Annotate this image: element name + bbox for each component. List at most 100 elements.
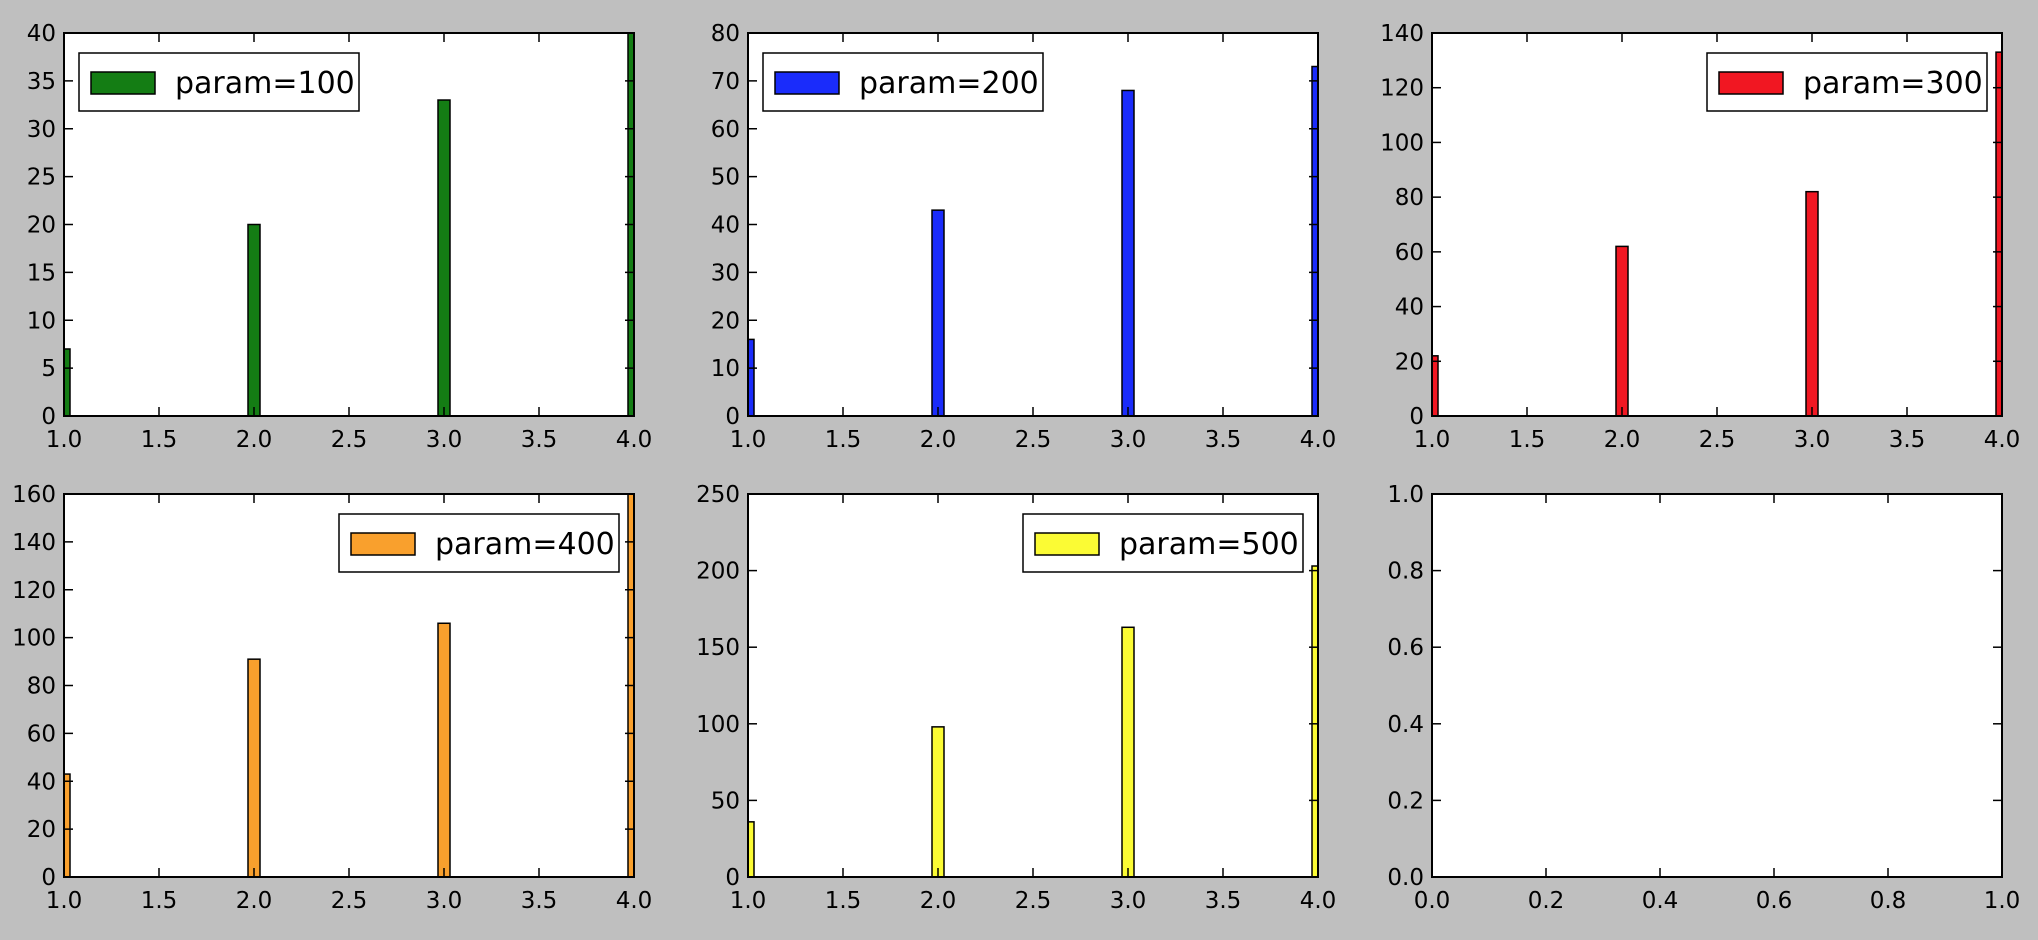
subplot-1: 1.0 1.5 2.0 2.5 3.0 3.5 4.0 0 5 10 15 20 25 30 35 40 par… xyxy=(27,21,653,453)
plot-area xyxy=(1432,494,2002,877)
x-tick-label: 2.0 xyxy=(920,427,957,453)
legend-label: param=100 xyxy=(175,66,355,101)
y-tick-label: 0 xyxy=(41,404,56,430)
subplot-5: 1.0 1.5 2.0 2.5 3.0 3.5 4.0 0 50 100 150 200 250 para… xyxy=(696,482,1336,914)
x-tick-label: 2.0 xyxy=(236,427,273,453)
y-tick-label: 1.0 xyxy=(1387,482,1424,508)
x-tick-label: 1.0 xyxy=(730,427,767,453)
x-tick-label: 2.5 xyxy=(1015,888,1052,914)
y-tick-label: 10 xyxy=(27,308,56,334)
y-tick-label: 0 xyxy=(1409,404,1424,430)
x-tick-label: 0.2 xyxy=(1528,888,1565,914)
y-tick-label: 35 xyxy=(27,69,56,95)
x-tick-label: 1.5 xyxy=(825,427,862,453)
subplot-3: 1.0 1.5 2.0 2.5 3.0 3.5 4.0 0 20 40 60 80 100 120 140 p… xyxy=(1380,21,2020,453)
subplot-4: 1.0 1.5 2.0 2.5 3.0 3.5 4.0 0 20 40 60 80 100 120 140 1… xyxy=(12,482,652,914)
x-tick-label: 1.5 xyxy=(141,427,178,453)
y-tick-label: 0 xyxy=(725,404,740,430)
legend-swatch xyxy=(1034,532,1100,556)
x-tick-label: 3.0 xyxy=(1110,427,1147,453)
y-tick-label: 30 xyxy=(711,260,740,286)
x-tick-label: 1.5 xyxy=(1509,427,1546,453)
legend-swatch xyxy=(774,71,840,95)
x-tick-label: 0.6 xyxy=(1756,888,1793,914)
x-tick-label: 3.0 xyxy=(1794,427,1831,453)
x-tick-label: 0.0 xyxy=(1414,888,1451,914)
legend: param=300 xyxy=(1706,52,1988,112)
x-tick-label: 4.0 xyxy=(616,427,653,453)
subplot-6: 0.0 0.2 0.4 0.6 0.8 1.0 0.0 0.2 0.4 0.6 0.8 1.0 xyxy=(1387,482,2020,914)
legend-label: param=500 xyxy=(1119,527,1299,562)
x-tick-label: 1.0 xyxy=(1414,427,1451,453)
y-tick-label: 30 xyxy=(27,117,56,143)
y-tick-label: 0.8 xyxy=(1387,559,1424,585)
x-tick-label: 1.0 xyxy=(1984,888,2021,914)
legend: param=400 xyxy=(338,513,620,573)
bar-param=200-x2 xyxy=(931,209,945,417)
legend-box xyxy=(1706,52,1988,112)
legend-swatch xyxy=(1718,71,1784,95)
y-tick-label: 70 xyxy=(711,69,740,95)
bar-param=400-x2 xyxy=(247,658,261,878)
x-tick-label: 1.0 xyxy=(730,888,767,914)
bar-param=300-x2 xyxy=(1615,245,1629,417)
y-tick-label: 200 xyxy=(696,559,740,585)
x-tick-label: 2.5 xyxy=(331,888,368,914)
y-tick-label: 80 xyxy=(27,674,56,700)
x-tick-label: 3.5 xyxy=(521,427,558,453)
legend-swatch xyxy=(350,532,416,556)
bar-param=500-x3 xyxy=(1121,626,1135,878)
y-tick-label: 20 xyxy=(27,213,56,239)
subplot-2: 1.0 1.5 2.0 2.5 3.0 3.5 4.0 0 10 20 30 40 50 60 70 80 pa… xyxy=(711,21,1337,453)
x-tick-label: 4.0 xyxy=(616,888,653,914)
x-tick-label: 1.0 xyxy=(46,888,83,914)
y-tick-label: 150 xyxy=(696,635,740,661)
x-tick-label: 1.0 xyxy=(46,427,83,453)
y-tick-label: 20 xyxy=(711,308,740,334)
y-tick-label: 0.6 xyxy=(1387,635,1424,661)
bar-param=200-x3 xyxy=(1121,89,1135,417)
legend: param=100 xyxy=(78,52,360,112)
x-tick-label: 2.0 xyxy=(236,888,273,914)
y-tick-label: 0.4 xyxy=(1387,712,1424,738)
y-tick-label: 25 xyxy=(27,165,56,191)
y-tick-label: 20 xyxy=(27,817,56,843)
y-tick-label: 100 xyxy=(696,712,740,738)
y-tick-label: 140 xyxy=(1380,21,1424,47)
subplots-grid: 1.0 1.5 2.0 2.5 3.0 3.5 4.0 0 5 10 15 20 25 30 35 40 par… xyxy=(12,21,2020,914)
y-tick-label: 60 xyxy=(711,117,740,143)
y-tick-label: 50 xyxy=(711,165,740,191)
y-tick-label: 100 xyxy=(12,626,56,652)
y-tick-label: 20 xyxy=(1395,349,1424,375)
bar-param=400-x3 xyxy=(437,622,451,878)
x-tick-label: 1.5 xyxy=(141,888,178,914)
legend-label: param=400 xyxy=(435,527,615,562)
x-tick-label: 2.5 xyxy=(1015,427,1052,453)
y-tick-label: 5 xyxy=(41,356,56,382)
x-tick-label: 2.0 xyxy=(1604,427,1641,453)
axes-frame xyxy=(1431,493,2003,878)
x-tick-label: 1.5 xyxy=(825,888,862,914)
y-tick-label: 40 xyxy=(27,21,56,47)
x-tick-label: 3.5 xyxy=(1205,427,1242,453)
x-tick-label: 2.0 xyxy=(920,888,957,914)
x-tick-label: 4.0 xyxy=(1300,427,1337,453)
legend-label: param=200 xyxy=(859,66,1039,101)
x-tick-label: 3.5 xyxy=(1205,888,1242,914)
x-tick-label: 0.4 xyxy=(1642,888,1679,914)
y-tick-label: 80 xyxy=(711,21,740,47)
y-tick-label: 10 xyxy=(711,356,740,382)
y-tick-label: 120 xyxy=(1380,76,1424,102)
y-tick-label: 40 xyxy=(27,769,56,795)
y-tick-label: 140 xyxy=(12,530,56,556)
x-tick-label: 2.5 xyxy=(331,427,368,453)
legend: param=200 xyxy=(762,52,1044,112)
x-tick-label: 3.5 xyxy=(1889,427,1926,453)
y-tick-label: 120 xyxy=(12,578,56,604)
y-tick-label: 50 xyxy=(711,788,740,814)
x-tick-label: 4.0 xyxy=(1984,427,2021,453)
y-tick-label: 40 xyxy=(1395,295,1424,321)
x-tick-label: 3.0 xyxy=(426,427,463,453)
bar-param=100-x3 xyxy=(437,99,451,417)
